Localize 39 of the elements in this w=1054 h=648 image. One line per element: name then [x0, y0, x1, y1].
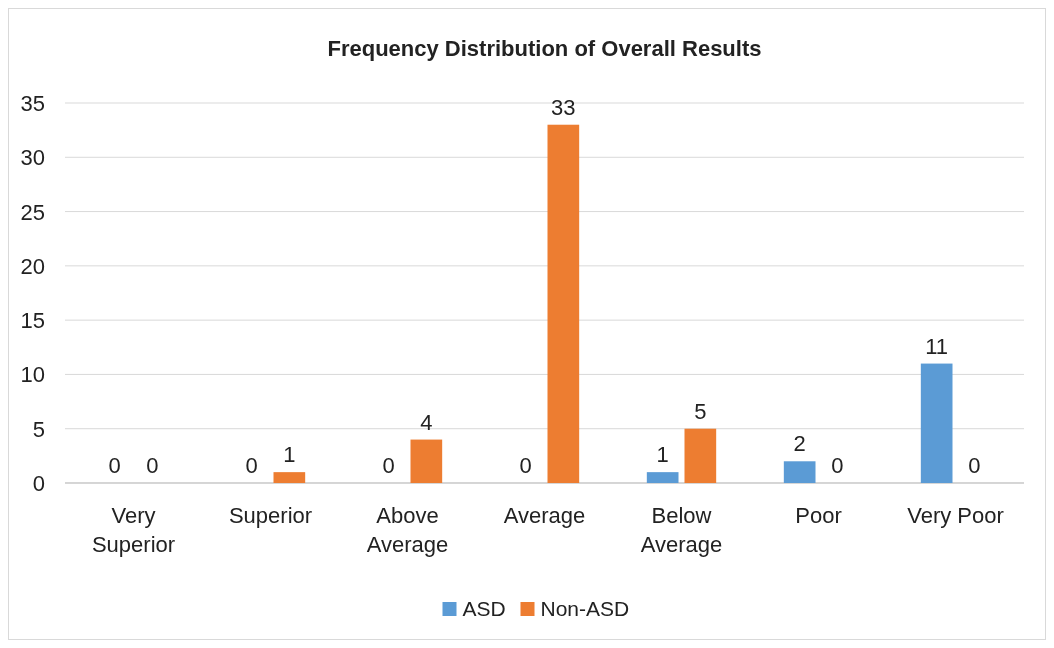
bar: [684, 428, 717, 483]
y-tick-label: 15: [20, 308, 45, 334]
data-label: 1: [283, 442, 296, 468]
bar: [783, 461, 816, 483]
y-tick-label: 35: [20, 91, 45, 116]
data-label: 4: [420, 409, 433, 435]
x-tick-label: Average: [503, 503, 586, 528]
bar: [920, 363, 953, 483]
data-label: 0: [519, 453, 532, 478]
y-tick-label: 25: [20, 199, 45, 225]
data-label: 33: [551, 94, 576, 120]
data-label: 0: [382, 453, 395, 478]
y-tick-label: 20: [20, 253, 45, 279]
bar: [273, 472, 306, 483]
x-tick-label: Very Superior: [91, 503, 176, 557]
y-tick-label: 5: [32, 416, 45, 442]
data-label: 0: [968, 453, 981, 478]
y-tick-label: 0: [32, 471, 45, 496]
bar: [547, 124, 580, 483]
y-tick-label: 30: [20, 145, 45, 171]
chart-title: Frequency Distribution of Overall Results: [327, 36, 762, 61]
data-label: 0: [831, 453, 844, 478]
data-label: 0: [108, 453, 121, 478]
x-tick-label: Superior: [228, 503, 313, 528]
y-tick-label: 10: [20, 362, 45, 388]
x-tick-label: Above Average: [366, 503, 449, 557]
data-label: 2: [793, 431, 806, 457]
legend-label: Non-ASD: [540, 597, 630, 620]
data-label: 1: [656, 442, 669, 468]
data-label: 0: [146, 453, 159, 478]
data-label: 5: [694, 398, 707, 424]
bar: [646, 472, 679, 483]
data-label: 11: [925, 333, 949, 359]
x-tick-label: Very Poor: [907, 503, 1004, 528]
bar: [410, 439, 443, 483]
legend-label: ASD: [462, 597, 506, 620]
data-label: 0: [245, 453, 258, 478]
x-tick-label: Below Average: [640, 503, 723, 557]
x-tick-label: Poor: [795, 503, 842, 528]
